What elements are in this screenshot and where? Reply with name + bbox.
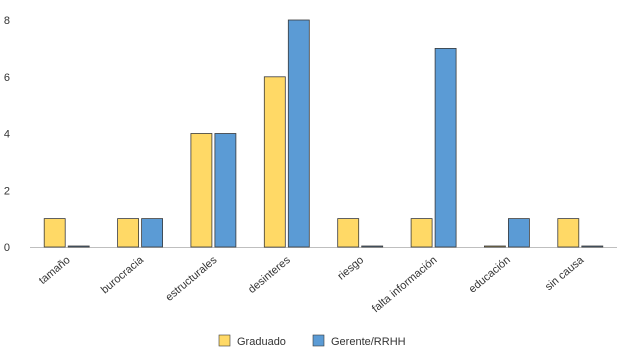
- bar-gerente-rrhh: [361, 245, 384, 248]
- legend-swatch-graduado: [218, 334, 231, 347]
- bar-graduado: [483, 245, 506, 248]
- y-tick-label: 8: [4, 15, 10, 27]
- legend-label-gerente-rrhh: Gerente/RRHH: [331, 336, 406, 348]
- x-tick-label: burocracia: [99, 254, 147, 297]
- y-tick-label: 4: [4, 129, 10, 141]
- bar-graduado: [410, 218, 433, 248]
- bar-gerente-rrhh: [507, 218, 530, 248]
- y-tick-label: 6: [4, 72, 10, 84]
- bar-graduado: [557, 218, 580, 248]
- bar-gerente-rrhh: [287, 19, 310, 248]
- x-tick-label: riesgo: [335, 254, 366, 282]
- x-axis-labels: tamaño burocracia estructurales desinteres r…: [37, 254, 587, 316]
- legend: Graduado Gerente/RRHH: [218, 334, 406, 348]
- bar-gerente-rrhh: [214, 133, 237, 248]
- y-tick-label: 2: [4, 185, 10, 197]
- bar-graduado: [190, 133, 213, 248]
- legend-swatch-gerente-rrhh: [312, 334, 325, 347]
- x-tick-label: educación: [467, 254, 513, 295]
- bar-graduado: [43, 218, 66, 248]
- bar-gerente-rrhh: [581, 245, 604, 248]
- bars-group: [43, 19, 604, 248]
- bar-graduado: [337, 218, 360, 248]
- bar-gerente-rrhh: [141, 218, 164, 248]
- bar-gerente-rrhh: [434, 48, 457, 248]
- x-tick-label: sin causa: [543, 254, 587, 294]
- x-tick-label: desinteres: [246, 254, 293, 296]
- bar-graduado: [117, 218, 139, 248]
- x-tick-label: falta información: [370, 254, 440, 315]
- legend-label-graduado: Graduado: [237, 336, 286, 348]
- x-tick-label: tamaño: [37, 254, 73, 287]
- y-tick-label: 0: [4, 242, 10, 254]
- bar-graduado: [263, 76, 286, 248]
- bar-gerente-rrhh: [67, 245, 90, 248]
- y-axis-ticks: 0 2 4 6 8: [4, 15, 10, 254]
- x-tick-label: estructurales: [163, 254, 219, 304]
